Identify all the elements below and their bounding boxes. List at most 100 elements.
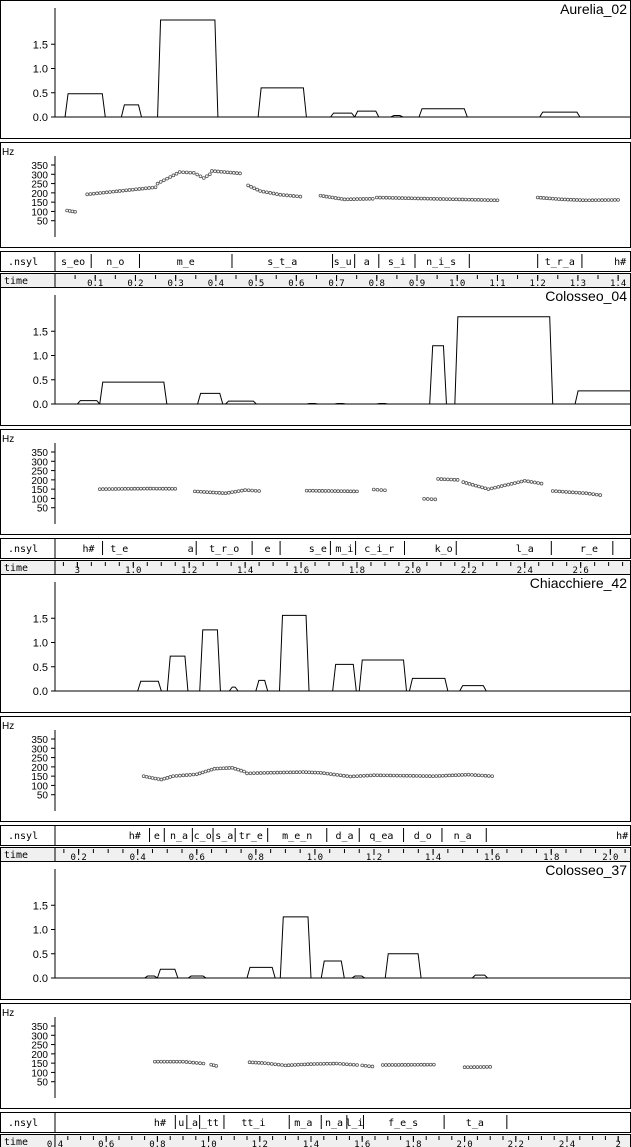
time-tick-label: 0.6 (98, 1140, 114, 1147)
pitch-point (107, 487, 112, 491)
pitch-point (265, 771, 270, 775)
pitch-point (304, 488, 309, 493)
pitch-point (519, 479, 524, 484)
pitch-point (248, 771, 253, 776)
pitch-ytick-label: 350 (31, 1022, 48, 1033)
pitch-point (574, 490, 578, 495)
time-tick-label: 3 (75, 566, 80, 576)
pitch-point (533, 480, 537, 485)
pitch-point (472, 1065, 477, 1069)
syllable-label: t_a (466, 1118, 484, 1129)
pitch-point (288, 193, 293, 198)
pitch-point (461, 480, 466, 484)
duration-panel-frame (0, 574, 631, 713)
pitch-point (384, 195, 389, 200)
pitch-point (304, 770, 308, 774)
time-tick-label: 1.0 (449, 279, 465, 289)
pitch-point (335, 773, 340, 777)
time-tick-label: 2.4 (559, 1140, 575, 1147)
time-tick-label: 1.3 (570, 279, 586, 289)
pitch-point (121, 188, 125, 193)
pitch-point (173, 486, 178, 491)
time-tick-label: 0.4 (208, 279, 224, 289)
pitch-point (339, 197, 344, 201)
pitch-point (513, 481, 517, 485)
pitch-point (428, 196, 433, 201)
pitch-point (464, 481, 469, 485)
pitch-point (493, 485, 497, 490)
pitch-point (470, 773, 474, 777)
pitch-point (195, 172, 199, 177)
syllable-label: s_a (215, 831, 233, 842)
pitch-point (374, 195, 379, 200)
pitch-point (428, 774, 432, 778)
pitch-ytick-label: 300 (31, 1031, 48, 1042)
pitch-ytick-label: 100 (31, 781, 48, 792)
pitch-point (495, 198, 500, 203)
pitch-point (489, 486, 494, 491)
pitch-point (613, 198, 617, 202)
pitch-ytick-label: 100 (31, 1068, 48, 1079)
pitch-point (154, 486, 159, 491)
pitch-point (449, 477, 453, 482)
duration-segment (320, 960, 345, 979)
pitch-point (230, 490, 234, 494)
pitch-point (499, 484, 504, 488)
pitch-point (571, 490, 575, 495)
pitch-point (553, 197, 558, 201)
time-tick-label: 1.0 (200, 1140, 216, 1147)
pitch-point (285, 193, 289, 198)
pitch-point (298, 770, 302, 774)
pitch-point (422, 497, 426, 501)
time-tick-label: 1.0 (307, 853, 323, 863)
pitch-point (367, 1064, 371, 1068)
pitch-point (419, 1062, 423, 1067)
pitch-point (116, 487, 121, 491)
pitch-point (293, 1063, 297, 1067)
pitch-point (145, 486, 150, 491)
duration-segment (574, 390, 631, 405)
duration-ytick-label: 1.5 (33, 39, 48, 51)
pitch-point (476, 198, 481, 202)
duration-segment (157, 19, 219, 118)
pitch-point (600, 198, 604, 202)
time-tick-label: 1.6 (354, 1140, 370, 1147)
pitch-point (231, 171, 236, 175)
pitch-point (243, 488, 247, 492)
pitch-point (141, 774, 146, 778)
syllable-label: t_e (110, 544, 128, 555)
duration-ytick-label: 1.0 (33, 925, 48, 937)
tier-name: .nsyl (8, 1118, 38, 1129)
pitch-point (422, 1062, 427, 1067)
pitch-point (205, 174, 209, 178)
time-tick-label: 1.2 (252, 1140, 268, 1147)
pitch-point (162, 776, 167, 781)
pitch-point (110, 487, 115, 491)
pitch-point (463, 772, 468, 777)
pitch-point (132, 486, 137, 491)
pitch-point (463, 197, 468, 202)
duration-segment (99, 381, 168, 405)
hz-unit-label: Hz (2, 147, 14, 158)
syllable-label: q_ea (369, 831, 393, 842)
pitch-point (193, 489, 197, 494)
duration-segment (199, 629, 221, 692)
pitch-point (135, 486, 140, 491)
pitch-point (465, 1065, 470, 1069)
pitch-point (483, 486, 488, 491)
pitch-point (331, 1061, 336, 1066)
syllable-label: h# (154, 1118, 166, 1129)
time-axis-name: time (4, 850, 28, 861)
pitch-point (509, 482, 514, 486)
pitch-point (168, 775, 173, 779)
duration-ytick-label: 0.5 (33, 662, 48, 674)
pitch-point (609, 198, 614, 202)
duration-segment (354, 110, 380, 118)
pitch-point (489, 198, 493, 202)
pitch-point (289, 1063, 294, 1067)
time-axis-name: time (4, 1137, 28, 1147)
pitch-point (425, 196, 430, 201)
duration-ytick-label: 0.0 (33, 399, 48, 411)
pitch-point (104, 487, 108, 491)
pitch-point (113, 487, 118, 491)
